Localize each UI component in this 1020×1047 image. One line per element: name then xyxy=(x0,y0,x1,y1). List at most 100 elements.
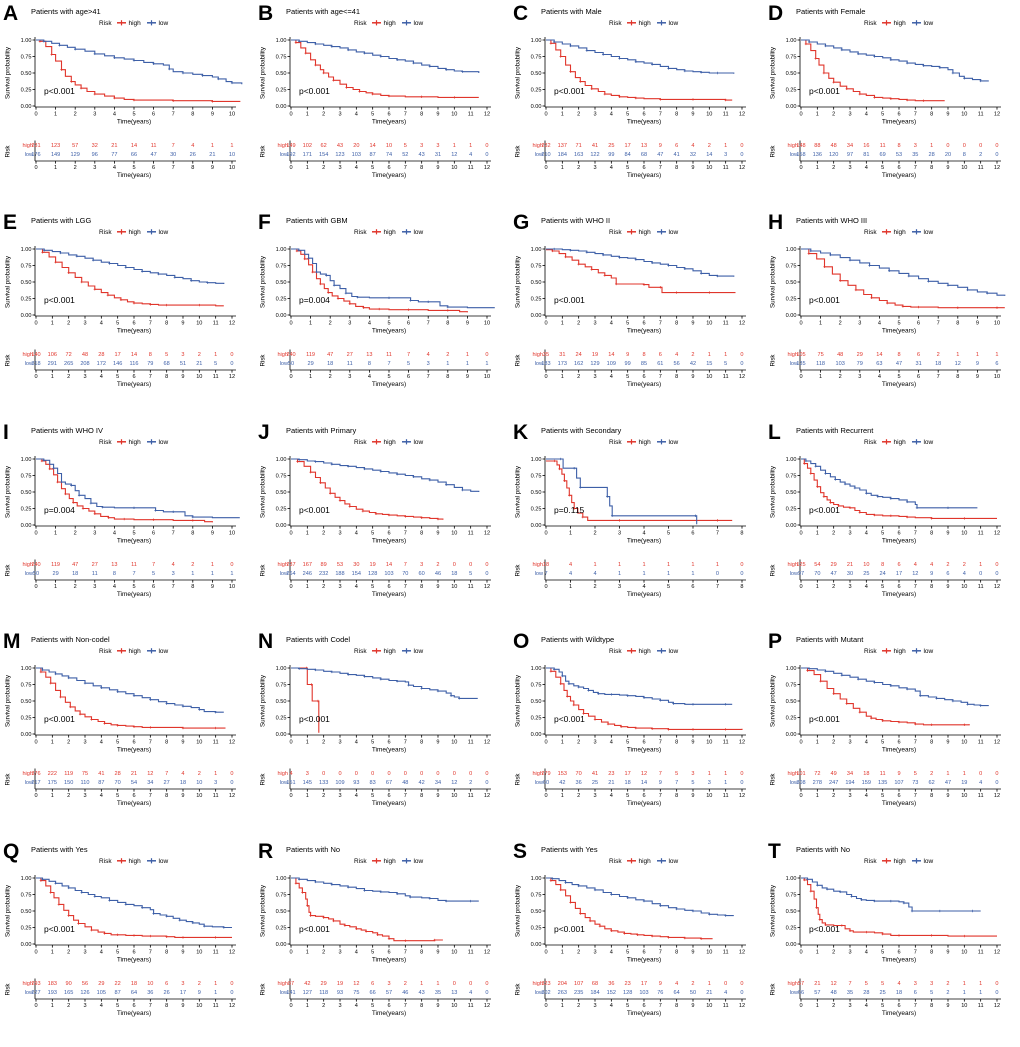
risk-count-low: 6 xyxy=(995,361,998,367)
risk-table-tick-label: 2 xyxy=(329,374,332,380)
censor-marks-low xyxy=(552,40,719,75)
x-axis-title: Time(years) xyxy=(117,328,151,335)
risk-count-low: 85 xyxy=(641,361,647,367)
risk-count-high: 0 xyxy=(740,981,743,987)
x-tick-label: 5 xyxy=(626,949,629,955)
risk-count-high: 13 xyxy=(641,143,647,149)
risk-count-low: 77 xyxy=(111,152,117,158)
x-tick-label: 1 xyxy=(306,111,309,117)
risk-table-tick-label: 7 xyxy=(149,793,152,799)
y-axis-title: Survival probability xyxy=(515,674,522,727)
risk-table-tick-label: 0 xyxy=(799,1003,802,1009)
x-tick-label: 8 xyxy=(165,321,168,327)
risk-table-side-label: Risk xyxy=(515,563,522,576)
panel-title: Patients with WHO III xyxy=(796,216,867,225)
risk-count-high: 0 xyxy=(485,562,488,568)
legend-low-label: low xyxy=(923,858,933,865)
risk-table-tick-label: 3 xyxy=(338,1003,341,1009)
risk-count-high: 4 xyxy=(914,562,917,568)
risk-count-low: 34 xyxy=(435,780,441,786)
risk-count-high: 1 xyxy=(214,352,217,358)
y-tick-label: 0.00 xyxy=(276,313,287,319)
legend-low-key-icon xyxy=(656,20,666,26)
risk-count-low: 184 xyxy=(590,990,599,996)
risk-table-tick-label: 1 xyxy=(819,374,822,380)
risk-count-high: 13 xyxy=(366,352,372,358)
survival-curve-low xyxy=(546,248,735,278)
risk-table-tick-label: 9 xyxy=(976,374,979,380)
legend-high-key-icon xyxy=(117,648,127,654)
censor-marks-low xyxy=(552,248,719,278)
plot-axes xyxy=(544,665,746,736)
x-tick-label: 8 xyxy=(420,740,423,746)
x-tick-label: 10 xyxy=(484,321,490,327)
risk-count-low: 165 xyxy=(64,990,73,996)
risk-table-tick-label: 7 xyxy=(659,793,662,799)
risk-table-tick-label: 3 xyxy=(338,165,341,171)
x-tick-label: 0 xyxy=(544,949,547,955)
x-tick-label: 12 xyxy=(229,740,235,746)
x-tick-label: 4 xyxy=(642,530,645,536)
legend-high-key-icon xyxy=(882,648,892,654)
risk-count-low: 1 xyxy=(618,571,621,577)
risk-table-tick-label: 6 xyxy=(407,374,410,380)
risk-count-low: 6 xyxy=(914,990,917,996)
legend-high-key-icon xyxy=(627,648,637,654)
y-tick-label: 0.75 xyxy=(276,54,287,60)
risk-count-low: 163 xyxy=(574,152,583,158)
x-tick-label: 7 xyxy=(404,740,407,746)
risk-count-high: 0 xyxy=(338,771,341,777)
x-tick-label: 3 xyxy=(83,949,86,955)
legend-high-key-icon xyxy=(372,438,382,445)
risk-table-tick-label: 10 xyxy=(706,374,712,380)
y-axis-title: Survival probability xyxy=(770,46,777,99)
risk-count-low: 109 xyxy=(607,361,616,367)
x-tick-label: 9 xyxy=(181,949,184,955)
legend-low-key-icon xyxy=(401,20,411,26)
legend-low-label: low xyxy=(158,229,168,236)
y-tick-label: 0.00 xyxy=(531,523,542,529)
risk-table-side-label: Risk xyxy=(515,354,522,367)
risk-table-tick-label: 5 xyxy=(881,165,884,171)
risk-row-high-label: high xyxy=(277,771,288,777)
x-tick-label: 5 xyxy=(387,321,390,327)
risk-table-tick-label: 8 xyxy=(420,165,423,171)
risk-count-low: 265 xyxy=(64,361,73,367)
legend-risk-label: Risk xyxy=(99,20,112,27)
risk-count-high: 1 xyxy=(995,352,998,358)
x-tick-label: 5 xyxy=(881,530,884,536)
risk-table-tick-label: 11 xyxy=(468,793,474,799)
km-panel-L: L Patients with Recurrent Risk high low 1.00 0… xyxy=(765,419,1020,628)
x-tick-label: 0 xyxy=(34,321,37,327)
risk-count-high: 0 xyxy=(469,771,472,777)
risk-count-high: 107 xyxy=(574,981,583,987)
risk-count-high: 17 xyxy=(625,771,631,777)
y-tick-label: 0.50 xyxy=(21,909,32,915)
risk-table-tick-label: 0 xyxy=(544,374,547,380)
risk-count-low: 7 xyxy=(675,780,678,786)
y-tick-label: 0.50 xyxy=(531,490,542,496)
survival-curve-high xyxy=(291,877,443,941)
risk-count-high: 0 xyxy=(995,771,998,777)
x-tick-label: 2 xyxy=(322,530,325,536)
x-tick-label: 6 xyxy=(152,530,155,536)
risk-count-high: 4 xyxy=(691,143,694,149)
risk-count-high: 35 xyxy=(543,352,549,358)
risk-count-high: 2 xyxy=(691,981,694,987)
risk-table-tick-label: 7 xyxy=(659,374,662,380)
panel-title: Patients with Yes xyxy=(31,845,88,854)
panel-letter: A xyxy=(3,2,18,25)
risk-count-high: 8 xyxy=(642,352,645,358)
km-panel-svg-G: G Patients with WHO II Risk high low 1.00 0.75… xyxy=(513,211,746,388)
x-tick-label: 12 xyxy=(484,111,490,117)
y-tick-label: 0.25 xyxy=(786,925,797,931)
risk-count-low: 60 xyxy=(419,571,425,577)
risk-table-side-label: Risk xyxy=(260,145,267,158)
censor-marks-low xyxy=(552,668,727,706)
x-tick-label: 8 xyxy=(675,111,678,117)
x-tick-label: 1 xyxy=(561,111,564,117)
x-tick-label: 11 xyxy=(723,949,729,955)
x-tick-label: 4 xyxy=(610,111,613,117)
risk-row-low-label: low xyxy=(535,780,544,786)
survival-curve-low xyxy=(801,458,978,509)
